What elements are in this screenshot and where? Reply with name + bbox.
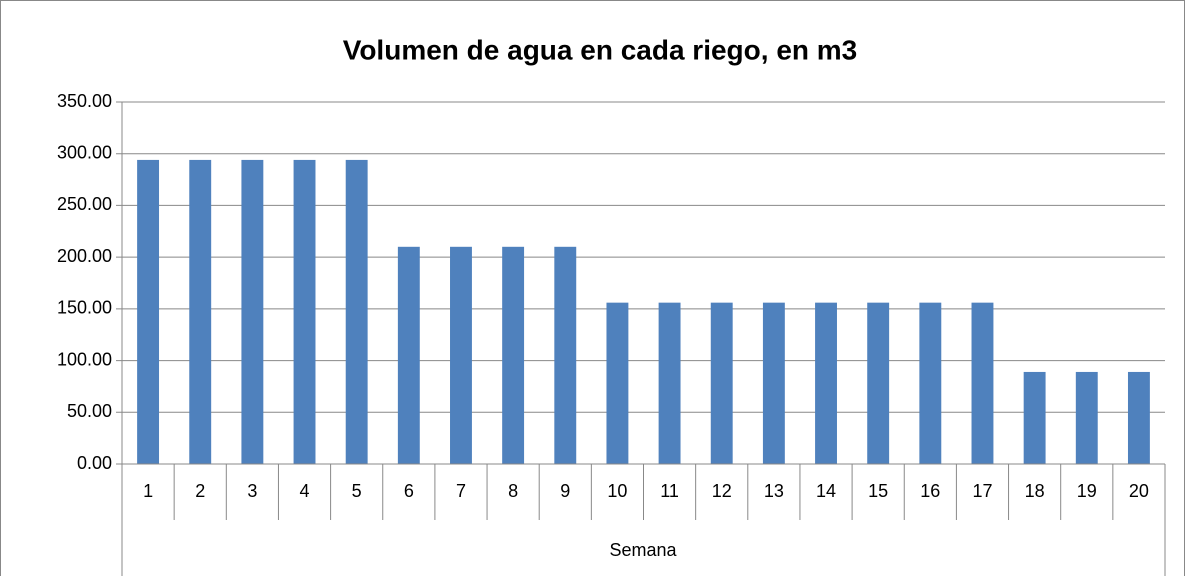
x-tick-label: 20: [1129, 481, 1149, 501]
x-tick-label: 15: [868, 481, 888, 501]
x-tick-label: 5: [352, 481, 362, 501]
bar: [137, 159, 160, 465]
x-tick-label: 19: [1077, 481, 1097, 501]
bar: [867, 302, 890, 464]
x-tick-label: 1: [143, 481, 153, 501]
bar: [815, 302, 837, 464]
bar: [710, 302, 733, 464]
bar: [1023, 371, 1046, 464]
x-tick-label: 18: [1025, 481, 1045, 501]
bar: [241, 159, 264, 465]
y-tick-label: 100.00: [57, 349, 112, 369]
bar: [658, 302, 681, 464]
y-tick-label: 0.00: [77, 453, 112, 473]
bar: [450, 246, 472, 464]
y-tick-label: 50.00: [67, 401, 112, 421]
x-tick-label: 6: [404, 481, 414, 501]
x-tick-label: 16: [920, 481, 940, 501]
bar: [554, 246, 577, 464]
x-tick-label: 10: [607, 481, 627, 501]
y-tick-label: 200.00: [57, 246, 112, 266]
bar: [1127, 371, 1150, 464]
bar: [762, 302, 785, 464]
y-tick-label: 250.00: [57, 194, 112, 214]
x-tick-label: 9: [560, 481, 570, 501]
bar: [919, 302, 942, 464]
y-tick-label: 300.00: [57, 142, 112, 162]
y-tick-label: 350.00: [57, 91, 112, 111]
x-tick-label: 11: [660, 481, 679, 501]
x-tick-label: 12: [712, 481, 732, 501]
x-tick-label: 4: [300, 481, 310, 501]
x-tick-label: 14: [816, 481, 836, 501]
x-tick-label: 7: [456, 481, 466, 501]
x-tick-label: 2: [195, 481, 205, 501]
x-tick-label: 3: [247, 481, 257, 501]
bar: [971, 302, 994, 464]
bar: [345, 159, 368, 465]
bar: [397, 246, 420, 464]
bar: [293, 159, 316, 465]
y-tick-label: 150.00: [57, 298, 112, 318]
bar: [502, 246, 525, 464]
x-tick-label: 17: [972, 481, 992, 501]
bar: [1075, 371, 1098, 464]
bar: [189, 159, 212, 465]
chart-title: Volumen de agua en cada riego, en m3: [343, 34, 858, 65]
x-axis-label: Semana: [609, 540, 677, 560]
x-tick-label: 8: [508, 481, 518, 501]
x-tick-label: 13: [764, 481, 784, 501]
bar: [606, 302, 629, 464]
